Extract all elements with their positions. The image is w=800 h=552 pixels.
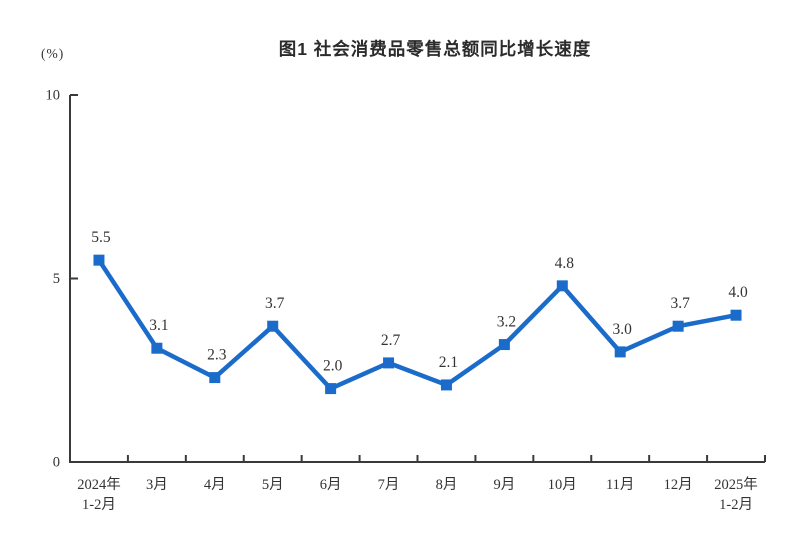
data-point-marker — [151, 342, 163, 354]
x-tick-label: 5月 — [262, 477, 284, 493]
y-tick-label: 0 — [53, 455, 60, 471]
data-point-label: 3.0 — [613, 321, 633, 338]
data-point-marker — [498, 339, 510, 351]
data-point-label: 3.7 — [265, 295, 285, 312]
x-tick-label: 4月 — [204, 477, 226, 493]
data-point-marker — [209, 372, 221, 384]
data-point-label: 2.0 — [323, 358, 343, 375]
y-tick-label: 5 — [53, 271, 60, 287]
data-point-marker — [325, 383, 337, 395]
series-line — [96, 257, 739, 391]
data-point-marker — [672, 320, 684, 332]
x-tick-label: 3月 — [146, 477, 168, 493]
data-point-marker — [93, 254, 105, 266]
data-point-label: 2.7 — [381, 332, 401, 349]
data-point-marker — [383, 357, 395, 369]
x-tick-label: 12月 — [664, 477, 693, 493]
data-point-marker — [614, 346, 626, 358]
data-point-marker — [730, 309, 742, 321]
data-point-label: 3.1 — [149, 317, 168, 334]
y-tick-label: 10 — [46, 88, 61, 104]
data-point-label: 5.5 — [91, 229, 111, 246]
data-point-label: 3.7 — [670, 295, 690, 312]
x-tick-label: 2025年 1-2月 — [714, 476, 758, 513]
data-point-marker — [440, 379, 452, 391]
x-tick-label: 10月 — [548, 477, 577, 493]
x-tick-label: 6月 — [320, 477, 342, 493]
x-tick-label: 7月 — [378, 477, 400, 493]
x-tick-label: 2024年 1-2月 — [77, 476, 121, 513]
x-tick-label: 8月 — [436, 477, 458, 493]
data-point-label: 4.0 — [728, 284, 748, 301]
data-point-label: 4.8 — [555, 255, 575, 272]
chart-title: 图1 社会消费品零售总额同比增长速度 — [278, 39, 592, 59]
data-point-label: 2.1 — [439, 354, 458, 371]
data-point-label: 2.3 — [207, 347, 227, 364]
x-tick-label: 9月 — [494, 477, 516, 493]
data-point-marker — [267, 320, 279, 332]
x-tick-label: 11月 — [606, 477, 634, 493]
data-point-marker — [556, 280, 568, 292]
y-axis-unit-label: (%) — [41, 46, 65, 61]
data-point-label: 3.2 — [497, 314, 516, 331]
